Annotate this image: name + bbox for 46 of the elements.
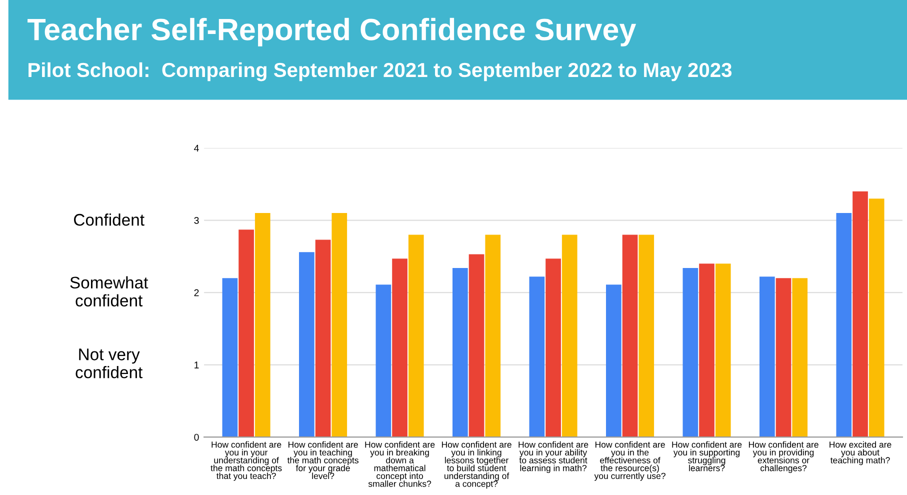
- bar: [715, 264, 731, 438]
- y-tick-label: 4: [194, 144, 199, 152]
- x-tick-label: How confident are you in breaking down a mathematical concept into smaller chunks?: [365, 441, 435, 487]
- y-tick-label: 2: [194, 289, 199, 296]
- bar: [376, 284, 392, 438]
- text: Confident: [74, 213, 144, 226]
- x-tick-label: How confident are you in supporting struggling learners?: [672, 441, 742, 472]
- bar: [792, 278, 808, 438]
- x-tick-label: How confident are you in your understanding of the math concepts that you teach?: [210, 441, 282, 481]
- bar: [392, 258, 408, 438]
- chart-title: Teacher Self-Reported Confidence Survey: [28, 18, 636, 46]
- bar: [222, 278, 238, 438]
- bar: [562, 234, 578, 438]
- x-tick-label: How excited are you about teaching math?: [830, 441, 892, 466]
- bar: [622, 234, 638, 438]
- bar: [529, 276, 545, 438]
- x-tick-label: How confident are you in teaching the math concepts for your grade level?: [287, 441, 358, 480]
- bar: [254, 213, 270, 438]
- bar: [546, 258, 561, 438]
- bar: [852, 191, 868, 438]
- bar: [682, 268, 698, 438]
- y-tick-label: 0: [194, 434, 199, 441]
- bar: [468, 254, 484, 438]
- bar: [638, 234, 654, 438]
- text: Somewhat confident: [70, 276, 148, 306]
- bar: [485, 234, 501, 438]
- bar: [759, 276, 775, 438]
- x-tick-label: How confident are you in linking lessons together to build student understanding of a concept?: [442, 441, 512, 489]
- bar: [776, 278, 792, 438]
- bar: [238, 230, 254, 438]
- bar: [315, 240, 331, 438]
- bar: [699, 264, 714, 438]
- bar: [299, 252, 314, 438]
- y-tick-label: 3: [194, 217, 199, 224]
- chart-subtitle: Pilot School: Comparing September 2021 to September 2022 to May 2023: [28, 62, 732, 82]
- bar: [452, 268, 468, 438]
- x-tick-label: How confident are you in the effectiveness of the resource(s) you currently use?: [594, 441, 666, 481]
- bar: [332, 213, 348, 438]
- bar: [836, 213, 852, 438]
- text: Not very confident: [76, 348, 143, 378]
- bar: [408, 234, 424, 438]
- x-tick-label: How confident are you in providing extensions or challenges?: [748, 441, 818, 473]
- bar: [606, 284, 622, 438]
- y-tick-label: 1: [194, 362, 199, 368]
- bar: [868, 198, 884, 438]
- x-tick-label: How confident are you in your ability to assess student learning in math?: [518, 441, 588, 473]
